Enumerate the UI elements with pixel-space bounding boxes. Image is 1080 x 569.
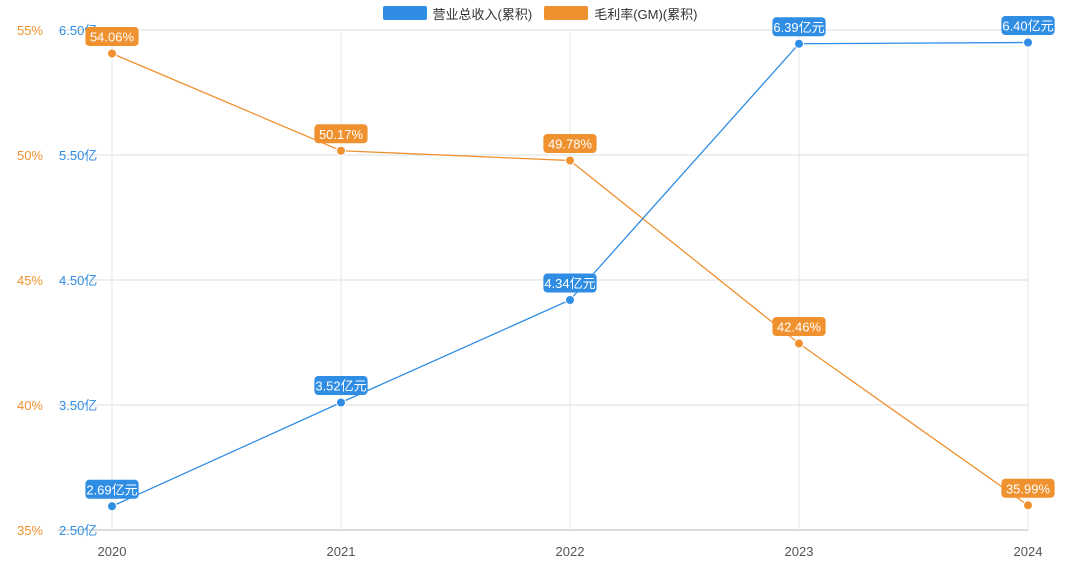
data-point-revenue	[336, 397, 346, 408]
data-label-revenue: 6.40亿元	[1002, 19, 1053, 34]
legend-label-revenue: 营业总收入(累积)	[432, 6, 533, 22]
x-tick-label: 2020	[98, 544, 127, 559]
data-label-gross-margin: 54.06%	[90, 30, 135, 45]
series-revenue: 2.69亿元 3.52亿元 4.34亿元 6.39亿元 6.40亿元	[85, 16, 1055, 512]
y-axis-gross-margin: 35% 40% 45% 50% 55%	[17, 23, 43, 538]
y-tick-label-revenue: 3.50亿	[59, 398, 97, 413]
y-tick-label-revenue: 2.50亿	[59, 523, 97, 538]
x-tick-label: 2023	[785, 544, 814, 559]
data-label-revenue: 6.39亿元	[773, 20, 824, 35]
x-axis: 2020 2021 2022 2023 2024	[98, 544, 1043, 559]
data-label-gross-margin: 42.46%	[777, 320, 822, 335]
legend-item-gross-margin[interactable]: 毛利率(GM)(累积)	[544, 4, 697, 23]
data-label-box-revenue	[1001, 16, 1055, 35]
legend-item-revenue[interactable]: 营业总收入(累积)	[382, 4, 533, 23]
legend: 营业总收入(累积) 毛利率(GM)(累积)	[0, 3, 1080, 23]
x-tick-label: 2022	[556, 544, 585, 559]
data-point-gross-margin	[794, 338, 804, 349]
legend-swatch-gross-margin	[544, 6, 589, 20]
data-label-box-gross-margin	[543, 134, 597, 153]
data-label-gross-margin: 35.99%	[1006, 481, 1051, 496]
data-label-revenue: 4.34亿元	[544, 276, 595, 291]
data-label-box-revenue	[772, 17, 826, 37]
data-label-gross-margin: 50.17%	[319, 127, 364, 142]
data-label-box-gross-margin	[772, 317, 826, 336]
x-tick-label: 2024	[1014, 544, 1043, 559]
data-label-box-gross-margin	[85, 27, 139, 46]
data-label-box-revenue	[85, 479, 139, 499]
y-tick-label-gross-margin: 50%	[17, 148, 43, 163]
data-label-box-revenue	[314, 376, 368, 395]
data-label-gross-margin: 49.78%	[548, 137, 593, 152]
data-label-revenue: 3.52亿元	[315, 379, 366, 394]
grid-lines	[58, 29, 1029, 531]
data-label-box-gross-margin	[314, 124, 368, 144]
data-point-revenue	[1023, 37, 1033, 48]
data-label-revenue: 2.69亿元	[86, 482, 137, 497]
x-tick-label: 2021	[327, 544, 356, 559]
series-gross-margin: 54.06% 50.17% 49.78% 42.46% 35.99%	[85, 27, 1055, 511]
data-point-gross-margin	[1023, 500, 1033, 511]
y-tick-label-gross-margin: 45%	[17, 273, 43, 288]
data-point-revenue	[794, 38, 804, 49]
y-tick-label-gross-margin: 35%	[17, 523, 43, 538]
data-label-box-revenue	[543, 273, 597, 293]
data-point-gross-margin	[565, 155, 575, 166]
legend-swatch-revenue	[382, 6, 427, 20]
y-tick-label-revenue: 4.50亿	[59, 273, 97, 288]
legend-label-gross-margin: 毛利率(GM)(累积)	[594, 6, 698, 22]
y-tick-label-gross-margin: 40%	[17, 398, 43, 413]
y-tick-label-revenue: 5.50亿	[59, 148, 97, 163]
data-label-box-gross-margin	[1001, 478, 1055, 498]
data-point-revenue	[107, 501, 117, 512]
data-point-gross-margin	[107, 48, 117, 59]
data-point-revenue	[565, 295, 575, 305]
data-point-gross-margin	[336, 145, 346, 156]
y-tick-label-gross-margin: 55%	[17, 23, 43, 38]
